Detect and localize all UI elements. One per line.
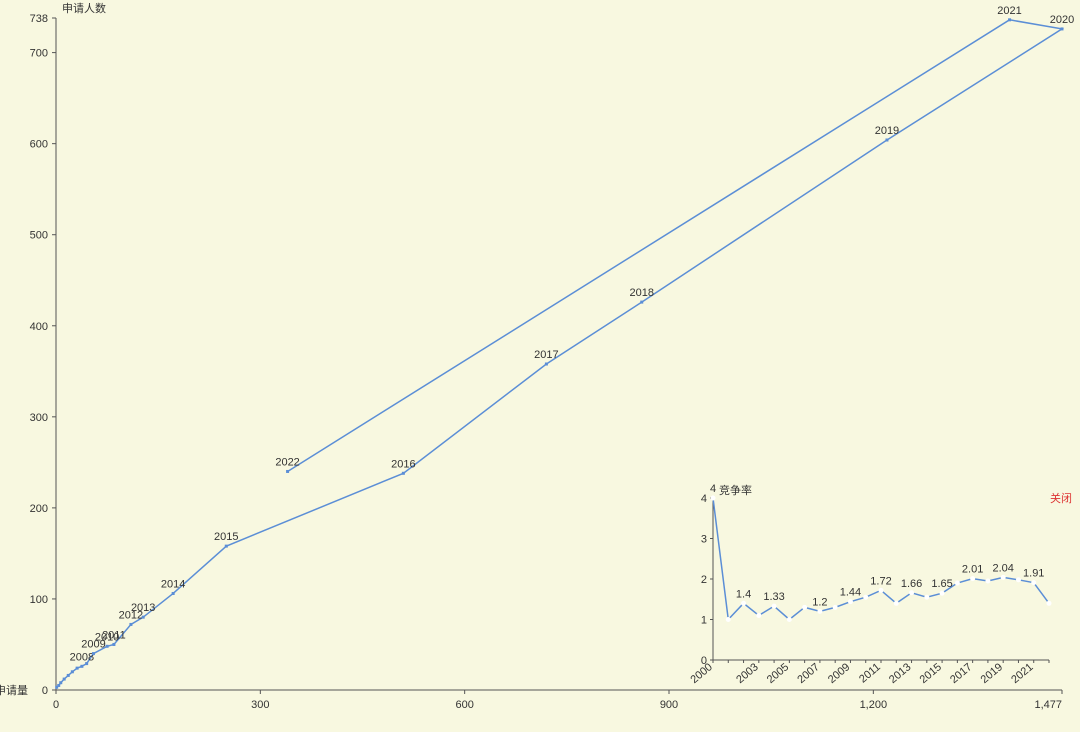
svg-text:100: 100 (30, 594, 48, 606)
svg-text:4: 4 (710, 483, 716, 495)
svg-text:2014: 2014 (161, 578, 185, 590)
svg-text:1.91: 1.91 (1023, 568, 1044, 580)
svg-text:2019: 2019 (979, 661, 1005, 686)
svg-text:1.44: 1.44 (840, 587, 861, 599)
svg-text:1,200: 1,200 (860, 699, 888, 711)
svg-text:2015: 2015 (918, 661, 944, 686)
svg-text:1.4: 1.4 (736, 588, 751, 600)
svg-text:2009: 2009 (826, 661, 852, 686)
svg-text:0: 0 (42, 685, 48, 697)
svg-text:2003: 2003 (734, 661, 760, 686)
svg-text:1: 1 (701, 615, 707, 627)
svg-text:1.66: 1.66 (901, 578, 922, 590)
svg-text:2011: 2011 (102, 629, 126, 641)
svg-text:4: 4 (701, 493, 707, 505)
svg-text:申请人数: 申请人数 (62, 2, 106, 15)
svg-text:300: 300 (30, 412, 48, 424)
svg-text:2021: 2021 (1009, 661, 1035, 686)
svg-text:1.65: 1.65 (931, 578, 952, 590)
svg-text:2021: 2021 (997, 5, 1021, 17)
chart-container: 0 100 200 300 400 500 600 700 738 申请人数 0 300 600 900 1… (0, 0, 1080, 732)
svg-text:400: 400 (30, 321, 48, 333)
svg-text:500: 500 (30, 230, 48, 242)
svg-text:2022: 2022 (275, 456, 299, 468)
svg-text:2007: 2007 (795, 661, 821, 686)
svg-text:600: 600 (455, 699, 473, 711)
svg-text:2018: 2018 (630, 287, 654, 299)
svg-text:2017: 2017 (534, 349, 558, 361)
svg-text:2000: 2000 (688, 661, 714, 686)
svg-text:2008: 2008 (70, 651, 94, 663)
main-chart: 0 100 200 300 400 500 600 700 738 申请人数 0 300 600 900 1… (0, 0, 1080, 732)
svg-text:3: 3 (701, 534, 707, 546)
svg-text:200: 200 (30, 503, 48, 515)
svg-text:2013: 2013 (887, 661, 913, 686)
svg-text:600: 600 (30, 139, 48, 151)
svg-text:2: 2 (701, 574, 707, 586)
svg-text:1,477: 1,477 (1034, 699, 1062, 711)
svg-text:2020: 2020 (1050, 14, 1074, 26)
svg-text:1.33: 1.33 (763, 591, 784, 603)
svg-text:2017: 2017 (948, 661, 974, 686)
close-button[interactable]: 关闭 (1050, 490, 1072, 506)
svg-text:738: 738 (30, 13, 48, 25)
svg-text:申请量: 申请量 (0, 684, 28, 697)
svg-text:700: 700 (30, 48, 48, 60)
svg-text:2019: 2019 (875, 125, 899, 137)
svg-text:2011: 2011 (857, 661, 883, 685)
svg-text:1.72: 1.72 (870, 575, 891, 587)
svg-text:900: 900 (660, 699, 678, 711)
svg-text:2013: 2013 (131, 602, 155, 614)
svg-text:竞争率: 竞争率 (719, 483, 752, 497)
svg-text:2016: 2016 (391, 458, 415, 470)
svg-text:2005: 2005 (765, 661, 791, 686)
svg-text:300: 300 (251, 699, 269, 711)
svg-text:2.04: 2.04 (992, 562, 1013, 574)
svg-text:2.01: 2.01 (962, 564, 983, 576)
svg-text:1.2: 1.2 (812, 596, 827, 608)
svg-text:2015: 2015 (214, 531, 238, 543)
svg-text:0: 0 (53, 699, 59, 711)
